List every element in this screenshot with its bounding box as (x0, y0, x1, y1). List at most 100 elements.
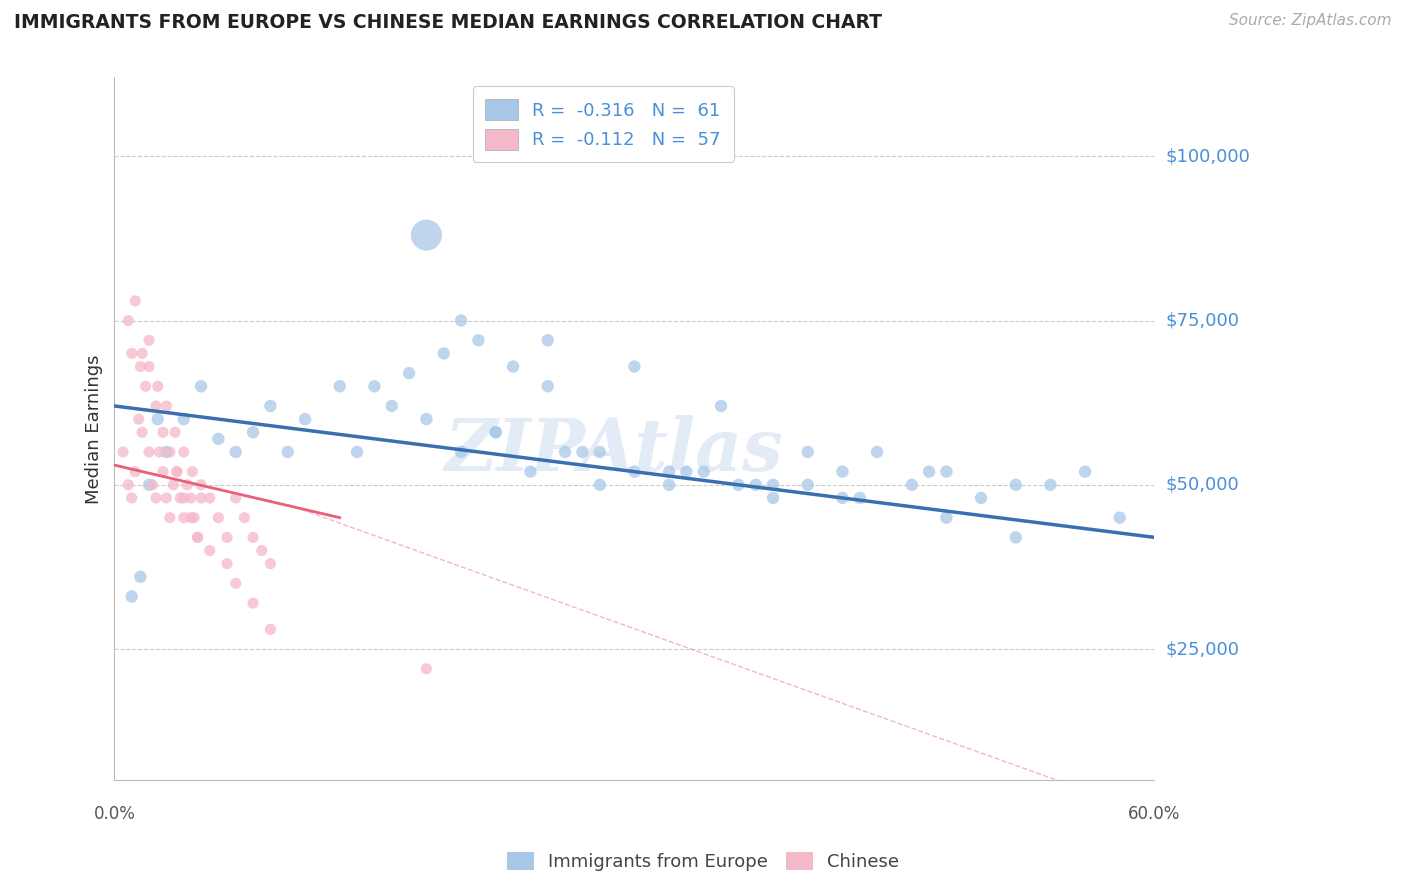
Point (259, 557, 281, 571)
Point (152, 465, 174, 479)
Point (485, 425, 508, 440)
Point (152, 425, 174, 440)
Point (623, 465, 645, 479)
Point (121, 590, 143, 604)
Point (658, 478, 681, 492)
Point (217, 557, 239, 571)
Point (398, 366, 420, 380)
Point (259, 399, 281, 413)
Point (762, 478, 785, 492)
Point (537, 379, 560, 393)
Point (259, 623, 281, 637)
Point (162, 478, 184, 492)
Legend: Immigrants from Europe, Chinese: Immigrants from Europe, Chinese (499, 845, 907, 879)
Point (450, 313, 472, 327)
Point (112, 445, 135, 459)
Point (242, 530, 264, 544)
Point (1074, 465, 1097, 479)
Point (187, 530, 209, 544)
Point (129, 570, 152, 584)
Point (190, 491, 212, 505)
Point (138, 333, 160, 347)
Point (128, 412, 150, 426)
Point (207, 510, 229, 524)
Text: Source: ZipAtlas.com: Source: ZipAtlas.com (1229, 13, 1392, 29)
Point (935, 510, 957, 524)
Point (589, 445, 612, 459)
Point (658, 465, 681, 479)
Point (138, 478, 160, 492)
Point (129, 359, 152, 374)
Point (225, 445, 247, 459)
Point (180, 491, 202, 505)
Point (485, 425, 508, 440)
Point (146, 379, 169, 393)
Point (124, 293, 146, 308)
Point (589, 478, 612, 492)
Point (745, 478, 768, 492)
Point (415, 662, 437, 676)
Point (519, 465, 541, 479)
Point (145, 399, 167, 413)
Point (918, 465, 941, 479)
Point (381, 399, 404, 413)
Point (277, 445, 299, 459)
Point (165, 425, 187, 440)
Point (173, 445, 195, 459)
Point (176, 478, 198, 492)
Point (363, 379, 385, 393)
Point (554, 445, 576, 459)
Point (198, 491, 221, 505)
Point (1004, 478, 1026, 492)
Text: 0.0%: 0.0% (93, 805, 135, 823)
Point (117, 313, 139, 327)
Point (155, 491, 177, 505)
Point (173, 491, 195, 505)
Point (141, 478, 163, 492)
Point (1039, 478, 1062, 492)
Point (225, 576, 247, 591)
Point (796, 478, 818, 492)
Point (329, 379, 352, 393)
Point (181, 465, 204, 479)
Point (727, 478, 749, 492)
Point (131, 425, 153, 440)
Point (166, 465, 188, 479)
Point (187, 530, 209, 544)
Point (190, 379, 212, 393)
Point (502, 359, 524, 374)
Legend: R =  -0.316   N =  61, R =  -0.112   N =  57: R = -0.316 N = 61, R = -0.112 N = 57 (472, 87, 734, 162)
Point (146, 412, 169, 426)
Point (433, 346, 456, 360)
Point (935, 465, 957, 479)
Point (233, 510, 256, 524)
Point (467, 333, 489, 347)
Point (242, 425, 264, 440)
Point (190, 478, 212, 492)
Point (250, 543, 273, 558)
Point (450, 445, 472, 459)
Point (169, 491, 191, 505)
Point (183, 510, 205, 524)
Point (1004, 530, 1026, 544)
Text: $25,000: $25,000 (1166, 640, 1240, 658)
Point (415, 412, 437, 426)
Point (124, 465, 146, 479)
Point (166, 465, 188, 479)
Point (866, 445, 889, 459)
Point (346, 445, 368, 459)
Point (970, 491, 993, 505)
Point (121, 491, 143, 505)
Point (121, 346, 143, 360)
Point (138, 359, 160, 374)
Point (1108, 510, 1130, 524)
Text: $100,000: $100,000 (1166, 147, 1250, 165)
Point (135, 379, 157, 393)
Point (571, 445, 593, 459)
Point (173, 412, 195, 426)
Point (173, 510, 195, 524)
Point (415, 228, 437, 243)
Point (537, 333, 560, 347)
Point (155, 445, 177, 459)
Point (831, 465, 853, 479)
